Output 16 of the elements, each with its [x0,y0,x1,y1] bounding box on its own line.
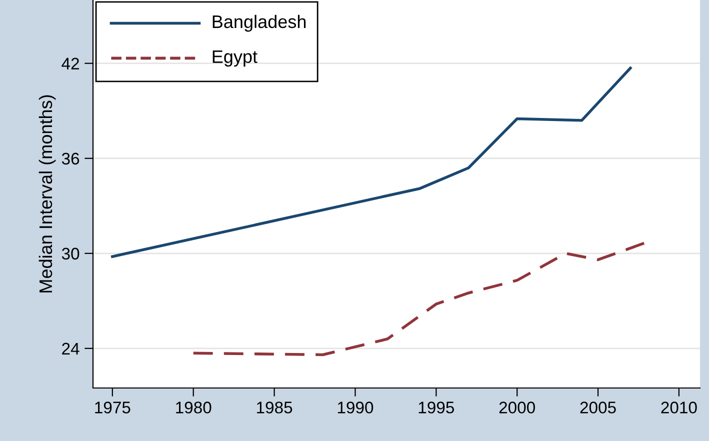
x-tick-label: 1975 [95,402,130,414]
y-tick-label: 24 [62,342,80,354]
x-tick-label: 1995 [418,402,454,414]
x-tick-label: 1990 [338,402,374,414]
y-tick-label: 36 [62,152,80,165]
y-tick-label: 30 [62,248,80,260]
x-tick-label: 2005 [580,402,616,414]
y-axis-title: Median Interval (months) [38,95,56,292]
x-tick-label: 1980 [176,402,212,414]
x-tick-label: 1985 [257,402,292,414]
x-tick-label: 2010 [661,402,697,414]
line-series [111,66,632,258]
x-tick-label: 2000 [499,402,535,414]
legend-label: Egypt [212,50,258,67]
y-tick-label: 42 [62,58,79,70]
legend-label: Bangladesh [212,14,306,32]
